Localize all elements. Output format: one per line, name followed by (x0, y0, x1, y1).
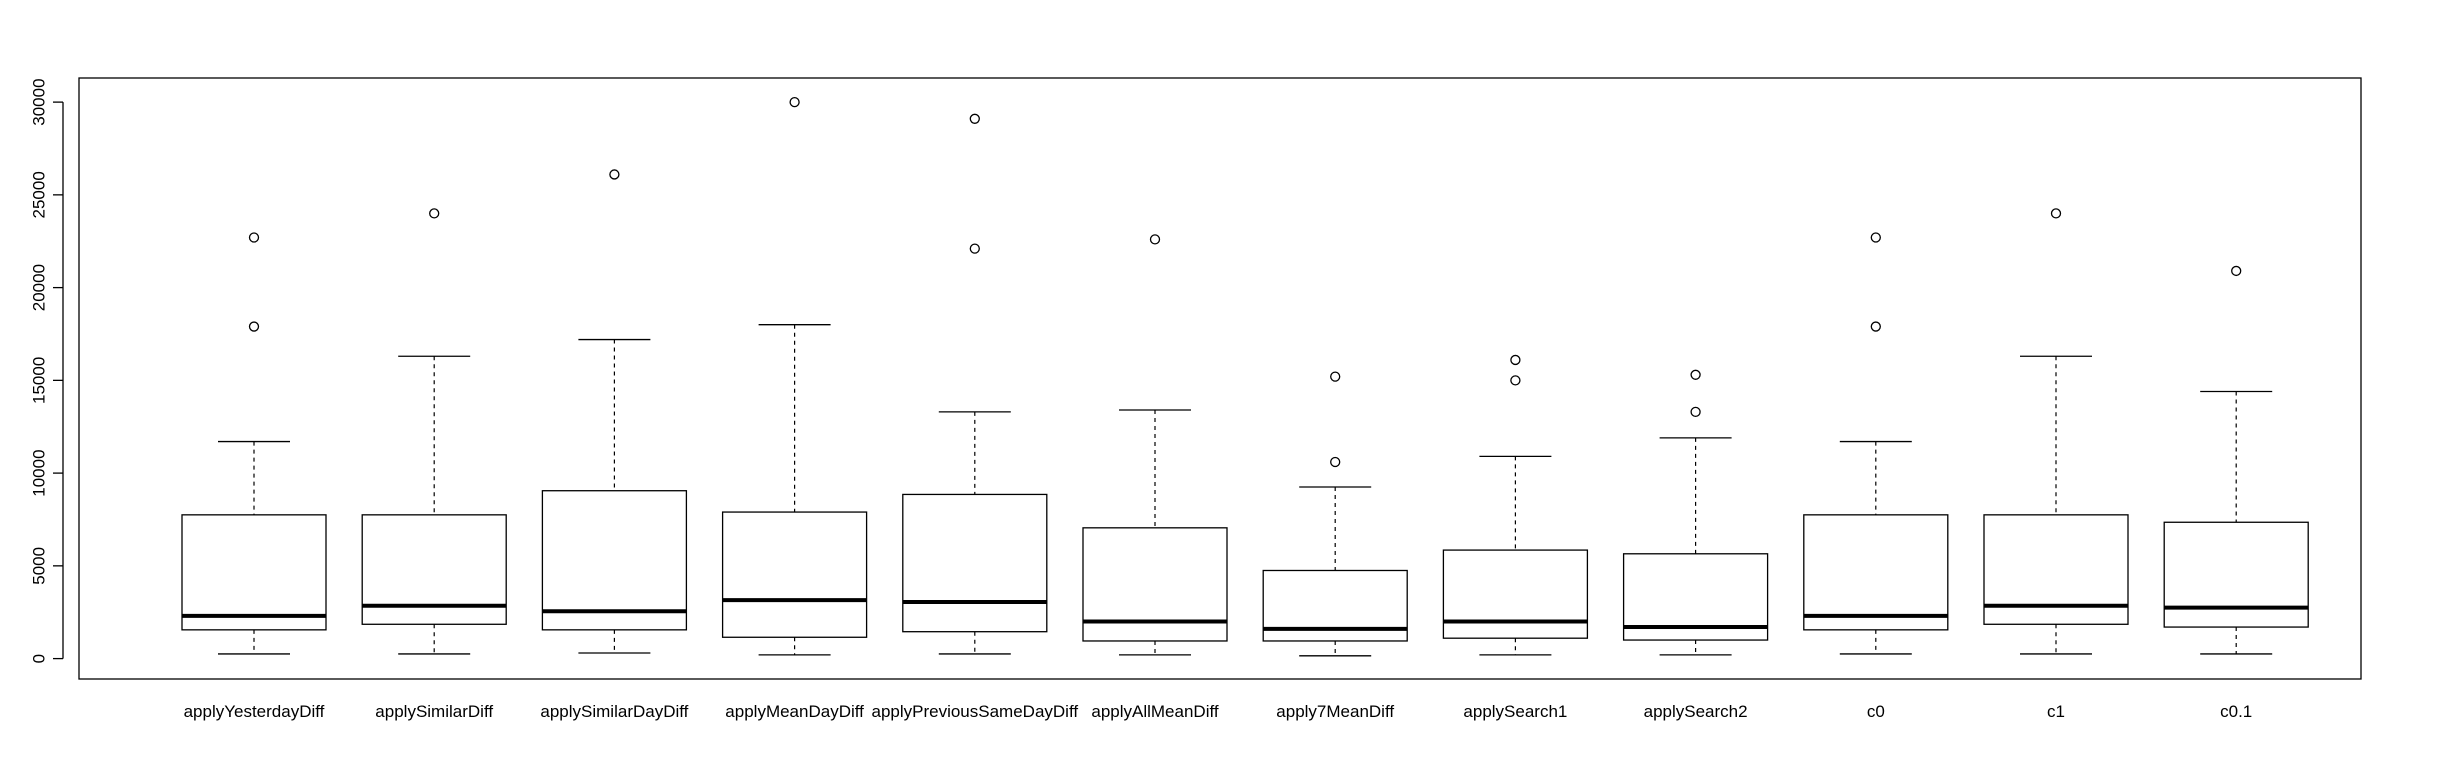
y-tick-label: 15000 (30, 357, 49, 404)
x-tick-label: c0 (1867, 702, 1885, 721)
x-tick-label: applyYesterdayDiff (184, 702, 325, 721)
outlier-point (1690, 406, 1701, 418)
box-group (1622, 369, 1769, 656)
x-tick-label: c0.1 (2220, 702, 2252, 721)
x-tick-label: applySearch1 (1463, 702, 1567, 721)
outlier-point (789, 96, 800, 108)
iqr-box (541, 490, 688, 631)
iqr-box (1983, 514, 2129, 625)
outlier-point (1870, 232, 1881, 243)
outlier-point (1149, 234, 1161, 245)
x-tick-label: applySimilarDiff (375, 702, 493, 721)
iqr-box (902, 493, 1048, 633)
box-group (181, 232, 327, 655)
iqr-box (1082, 527, 1228, 642)
x-tick-label: c1 (2047, 702, 2065, 721)
y-tick-label: 20000 (30, 264, 49, 311)
y-tick-label: 10000 (30, 449, 49, 496)
y-tick-label: 5000 (30, 547, 49, 585)
iqr-box (1803, 514, 1949, 631)
box-group (1803, 232, 1949, 655)
outlier-point (248, 232, 260, 243)
outlier-point (1330, 456, 1341, 468)
box-group (721, 96, 868, 656)
outlier-point (1510, 375, 1521, 386)
plot-frame (78, 77, 2362, 680)
iqr-box (721, 511, 868, 638)
outlier-point (2050, 208, 2062, 219)
outlier-point (2231, 265, 2242, 277)
iqr-box (2163, 521, 2309, 628)
iqr-box (361, 514, 507, 625)
y-tick-label: 30000 (30, 78, 49, 125)
x-tick-label: applySimilarDayDiff (540, 702, 688, 721)
box-group (1262, 371, 1408, 657)
y-axis: 0 5000 10000 15000 20000 25000 30000 (30, 78, 64, 663)
x-tick-label: apply7MeanDiff (1276, 702, 1394, 721)
y-tick-label: 0 (30, 654, 49, 663)
box-group (1082, 234, 1228, 656)
outlier-point (429, 208, 440, 219)
outlier-point (1690, 369, 1701, 380)
x-axis: applyYesterdayDiff applySimilarDiff applyS… (184, 702, 2253, 721)
y-tick-label: 25000 (30, 171, 49, 218)
outlier-point (248, 321, 260, 332)
x-tick-label: applyMeanDayDiff (725, 702, 864, 721)
boxes-layer (181, 96, 2309, 657)
iqr-box (181, 514, 327, 631)
box-group (1442, 354, 1589, 656)
outlier-point (969, 113, 980, 124)
outlier-point (1510, 354, 1521, 366)
box-group (902, 113, 1048, 655)
box-group (1983, 208, 2129, 655)
outlier-point (1870, 321, 1881, 332)
outlier-point (1330, 371, 1341, 382)
iqr-box (1442, 549, 1589, 639)
outlier-point (969, 243, 980, 254)
box-group (2163, 265, 2309, 655)
x-tick-label: applySearch2 (1644, 702, 1748, 721)
x-tick-label: applyPreviousSameDayDiff (871, 702, 1078, 721)
box-group (541, 169, 688, 654)
box-group (361, 208, 507, 655)
x-tick-label: applyAllMeanDiff (1091, 702, 1219, 721)
outlier-point (609, 169, 620, 180)
